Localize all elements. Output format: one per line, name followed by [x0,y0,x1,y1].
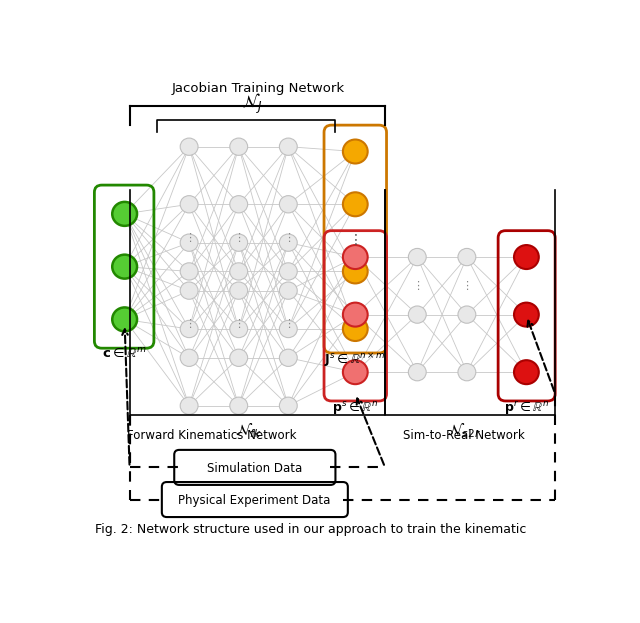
Circle shape [230,234,248,251]
Circle shape [230,138,248,155]
Circle shape [180,320,198,338]
Circle shape [180,263,198,280]
Text: ⋮: ⋮ [283,233,294,243]
Circle shape [280,282,297,299]
Text: ⋮: ⋮ [461,281,472,291]
Text: ⋮: ⋮ [283,319,294,329]
Text: Fig. 2: Network structure used in our approach to train the kinematic: Fig. 2: Network structure used in our ap… [95,523,526,536]
Circle shape [180,234,198,251]
Circle shape [408,249,426,265]
Circle shape [230,397,248,414]
Circle shape [514,245,539,269]
Circle shape [343,259,368,283]
Text: $\mathcal{N}_{fk}$: $\mathcal{N}_{fk}$ [235,421,262,440]
Text: Jacobian Training Network: Jacobian Training Network [172,82,345,95]
Circle shape [230,282,248,299]
Circle shape [280,349,297,366]
Circle shape [180,138,198,155]
Text: ⋮: ⋮ [412,281,423,291]
Text: $\mathbf{p}^r \in \mathbb{R}^n$: $\mathbf{p}^r \in \mathbb{R}^n$ [504,399,549,417]
Text: ⋮: ⋮ [233,233,244,243]
Circle shape [230,320,248,338]
Circle shape [230,349,248,366]
Text: Simulation Data: Simulation Data [207,462,302,475]
Circle shape [343,140,368,163]
Circle shape [230,263,248,280]
Circle shape [343,360,368,384]
Circle shape [180,282,198,299]
Circle shape [180,349,198,366]
Text: ⋮: ⋮ [233,319,244,329]
Circle shape [280,397,297,414]
Text: $\mathcal{N}_{s2r}$: $\mathcal{N}_{s2r}$ [447,421,481,440]
Text: ⋮: ⋮ [184,233,195,243]
Circle shape [458,364,476,381]
Circle shape [280,263,297,280]
Circle shape [343,245,368,269]
Circle shape [280,234,297,251]
Circle shape [180,397,198,414]
Text: $\mathbf{c} \in \mathbb{R}^m$: $\mathbf{c} \in \mathbb{R}^m$ [102,346,147,360]
Circle shape [112,202,137,226]
Text: Sim-to-Real Network: Sim-to-Real Network [403,429,524,442]
Circle shape [280,138,297,155]
Circle shape [230,196,248,213]
Circle shape [343,193,368,216]
Circle shape [280,196,297,213]
Circle shape [280,320,297,338]
Circle shape [408,364,426,381]
Circle shape [112,255,137,278]
Circle shape [112,307,137,331]
Text: Forward Kinematics Network: Forward Kinematics Network [127,429,296,442]
Text: $\mathbf{J}^s \in \mathbb{R}^{n \times m}$: $\mathbf{J}^s \in \mathbb{R}^{n \times m… [324,351,386,369]
Text: ⋮: ⋮ [348,233,362,247]
Circle shape [514,360,539,384]
Circle shape [343,317,368,341]
Text: ⋮: ⋮ [184,319,195,329]
Text: $\mathcal{N}_J$: $\mathcal{N}_J$ [241,92,262,115]
Circle shape [514,303,539,326]
Circle shape [458,306,476,323]
Text: Physical Experiment Data: Physical Experiment Data [179,494,331,506]
Circle shape [343,303,368,326]
Circle shape [180,196,198,213]
Text: $\mathbf{p}^s \in \mathbb{R}^n$: $\mathbf{p}^s \in \mathbb{R}^n$ [332,399,378,416]
Circle shape [408,306,426,323]
Circle shape [458,249,476,265]
